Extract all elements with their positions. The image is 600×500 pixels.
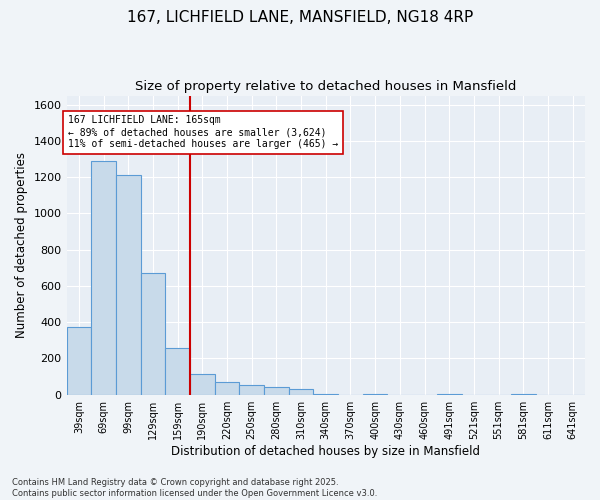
Bar — [190, 374, 215, 394]
Text: 167, LICHFIELD LANE, MANSFIELD, NG18 4RP: 167, LICHFIELD LANE, MANSFIELD, NG18 4RP — [127, 10, 473, 25]
Text: Contains HM Land Registry data © Crown copyright and database right 2025.
Contai: Contains HM Land Registry data © Crown c… — [12, 478, 377, 498]
Bar — [91, 161, 116, 394]
Title: Size of property relative to detached houses in Mansfield: Size of property relative to detached ho… — [135, 80, 517, 93]
X-axis label: Distribution of detached houses by size in Mansfield: Distribution of detached houses by size … — [171, 444, 480, 458]
Bar — [215, 382, 239, 394]
Bar — [116, 176, 140, 394]
Bar — [289, 390, 313, 394]
Bar — [140, 273, 165, 394]
Bar — [264, 386, 289, 394]
Bar — [67, 326, 91, 394]
Bar — [165, 348, 190, 395]
Bar — [239, 384, 264, 394]
Y-axis label: Number of detached properties: Number of detached properties — [15, 152, 28, 338]
Text: 167 LICHFIELD LANE: 165sqm
← 89% of detached houses are smaller (3,624)
11% of s: 167 LICHFIELD LANE: 165sqm ← 89% of deta… — [68, 116, 338, 148]
